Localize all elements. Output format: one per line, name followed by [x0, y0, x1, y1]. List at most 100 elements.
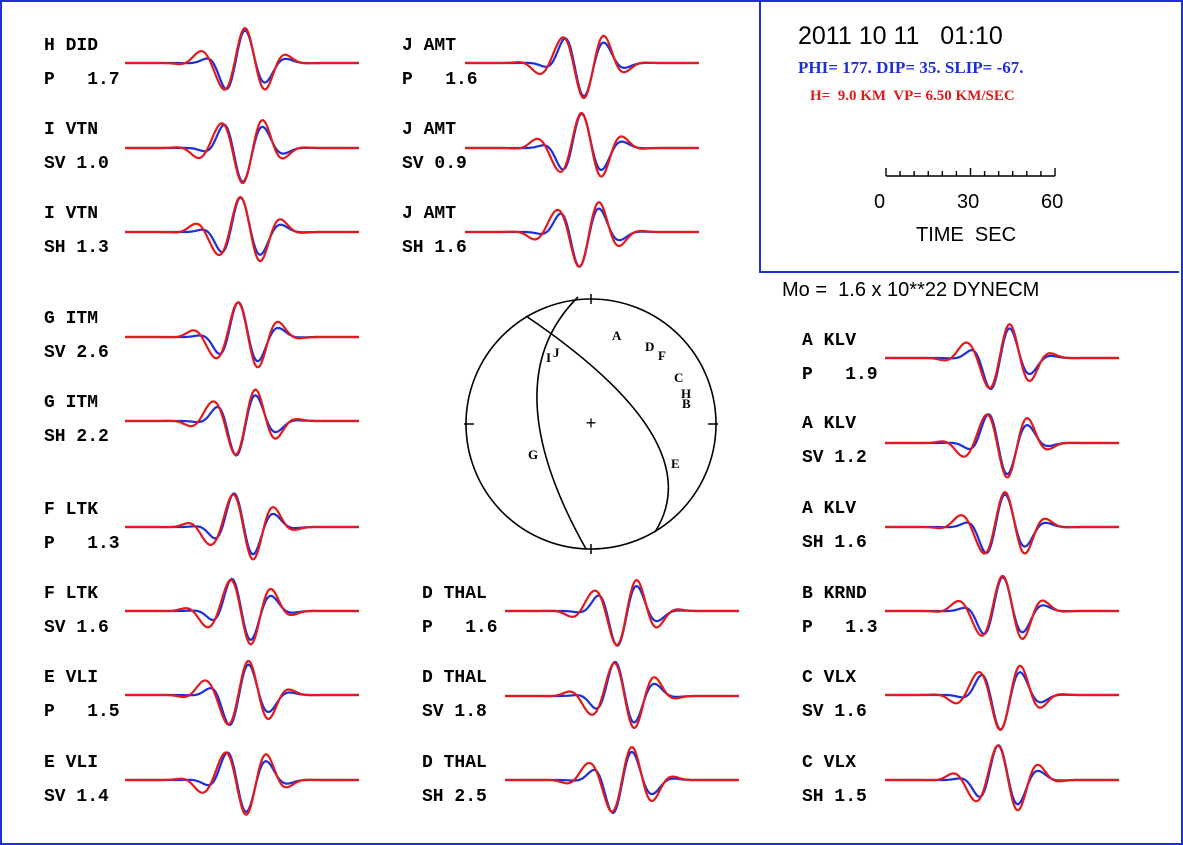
component-amplitude-label: P 1.9 — [802, 365, 878, 385]
station-name-label: A KLV — [802, 331, 857, 351]
synthetic-waveform — [465, 34, 699, 100]
seismogram-trace — [885, 490, 1119, 555]
focal-mechanism-beachball: + A B C D E F G H I J — [464, 294, 718, 554]
component-amplitude-label: SV 1.0 — [44, 154, 109, 174]
station-mark-e: E — [671, 456, 680, 471]
seismogram-trace — [125, 119, 359, 185]
station-name-label: F LTK — [44, 584, 99, 604]
component-amplitude-label: SH 1.3 — [44, 238, 109, 258]
component-amplitude-label: SV 1.8 — [422, 702, 487, 722]
component-amplitude-label: SH 2.2 — [44, 427, 109, 447]
time-scale-bar — [885, 168, 1056, 177]
seismogram-trace — [505, 746, 739, 815]
observed-waveform — [465, 37, 699, 98]
station-name-label: J AMT — [402, 36, 457, 56]
component-amplitude-label: SV 2.6 — [44, 343, 109, 363]
seismogram-trace — [885, 413, 1119, 479]
component-amplitude-label: P 1.6 — [422, 618, 498, 638]
observed-waveform — [465, 207, 699, 268]
synthetic-waveform — [125, 388, 359, 456]
component-amplitude-label: SV 1.6 — [802, 702, 867, 722]
station-mark-d: D — [645, 339, 654, 354]
observed-waveform — [885, 576, 1119, 636]
station-name-label: C VLX — [802, 668, 857, 688]
synthetic-waveform — [885, 490, 1119, 555]
station-name-label: G ITM — [44, 393, 99, 413]
seismogram-trace — [125, 751, 359, 816]
synthetic-waveform — [125, 301, 359, 369]
observed-waveform — [885, 671, 1119, 731]
seismogram-trace — [125, 26, 359, 91]
observed-waveform — [125, 577, 359, 641]
seismogram-trace — [125, 388, 359, 457]
synthetic-waveform — [125, 195, 359, 263]
seismogram-trace — [465, 201, 699, 268]
component-amplitude-label: SV 1.6 — [44, 618, 109, 638]
station-name-label: D THAL — [422, 753, 487, 773]
synthetic-waveform — [885, 744, 1119, 812]
station-name-label: F LTK — [44, 500, 99, 520]
synthetic-waveform — [465, 111, 699, 178]
component-amplitude-label: SH 1.5 — [802, 787, 867, 807]
nodal-plane-2 — [525, 315, 670, 533]
station-name-label: C VLX — [802, 753, 857, 773]
synthetic-waveform — [125, 751, 359, 816]
synthetic-waveform — [885, 664, 1119, 732]
station-mark-f: F — [658, 348, 666, 363]
seismogram-trace — [125, 301, 359, 369]
component-amplitude-label: SH 1.6 — [802, 533, 867, 553]
observed-waveform — [125, 394, 359, 457]
seismogram-trace — [885, 744, 1119, 812]
depth-velocity: H= 9.0 KM VP= 6.50 KM/SEC — [810, 88, 1015, 104]
info-box — [759, 1, 1179, 273]
station-name-label: G ITM — [44, 309, 99, 329]
seismogram-trace — [885, 574, 1119, 640]
seismic-moment: Mo = 1.6 x 10**22 DYNECM — [782, 279, 1040, 301]
synthetic-waveform — [125, 26, 359, 91]
event-datetime: 2011 10 11 01:10 — [798, 22, 1003, 50]
station-name-label: I VTN — [44, 120, 99, 140]
synthetic-waveform — [505, 746, 739, 813]
synthetic-waveform — [885, 413, 1119, 479]
synthetic-waveform — [885, 574, 1119, 640]
synthetic-waveform — [125, 119, 359, 185]
observed-waveform — [885, 493, 1119, 555]
seismogram-trace — [125, 577, 359, 646]
center-mark: + — [586, 413, 597, 433]
station-mark-c: C — [674, 370, 683, 385]
station-name-label: E VLI — [44, 753, 99, 773]
observed-waveform — [125, 123, 359, 183]
station-name-label: A KLV — [802, 414, 857, 434]
station-name-label: B KRND — [802, 584, 867, 604]
component-amplitude-label: P 1.6 — [402, 70, 478, 90]
seismogram-trace — [465, 111, 699, 178]
scale-unit: TIME SEC — [916, 224, 1017, 246]
station-mark-h: H — [681, 386, 691, 401]
station-name-label: D THAL — [422, 668, 487, 688]
synthetic-waveform — [125, 579, 359, 646]
scale-tick-label-30: 30 — [957, 191, 980, 213]
component-amplitude-label: P 1.7 — [44, 70, 120, 90]
seismogram-trace — [885, 323, 1119, 390]
seismogram-trace — [505, 660, 739, 730]
component-amplitude-label: SH 1.6 — [402, 238, 467, 258]
station-mark-g: G — [528, 447, 538, 462]
nodal-plane-1 — [536, 296, 587, 550]
component-amplitude-label: P 1.3 — [44, 534, 120, 554]
scale-tick-label-0: 0 — [874, 191, 886, 213]
mechanism-parameters: PHI= 177. DIP= 35. SLIP= -67. — [798, 58, 1024, 77]
station-name-label: E VLI — [44, 668, 99, 688]
synthetic-waveform — [125, 659, 359, 726]
observed-waveform — [125, 196, 359, 256]
seismogram-trace — [505, 579, 739, 647]
station-mark-i: I — [546, 350, 551, 365]
component-amplitude-label: SV 1.4 — [44, 787, 109, 807]
component-amplitude-label: SH 2.5 — [422, 787, 487, 807]
station-mark-j: J — [553, 345, 560, 360]
station-name-label: I VTN — [44, 204, 99, 224]
component-amplitude-label: P 1.3 — [802, 618, 878, 638]
scale-tick-label-60: 60 — [1041, 191, 1064, 213]
synthetic-waveform — [505, 661, 739, 730]
